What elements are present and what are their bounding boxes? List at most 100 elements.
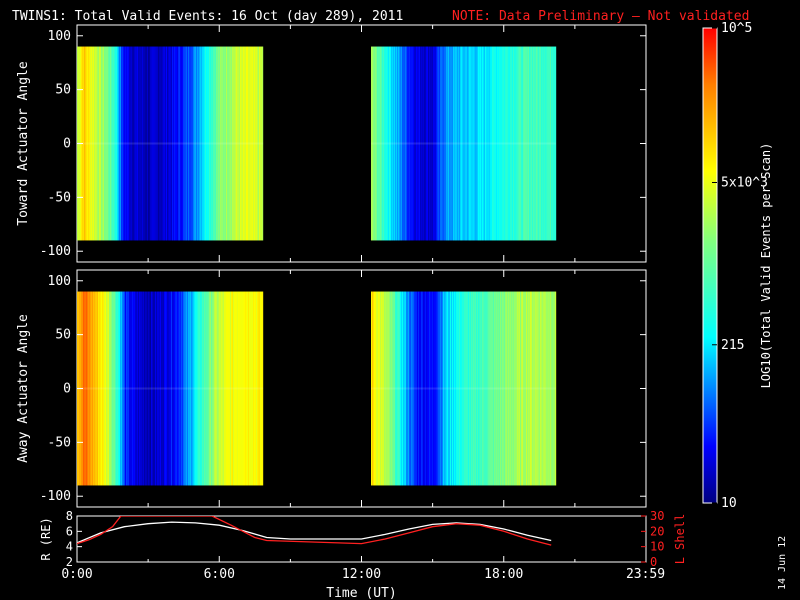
heat-stripe	[164, 291, 166, 486]
heat-stripe	[540, 291, 542, 486]
heat-stripe	[456, 291, 458, 486]
heat-stripe	[505, 46, 507, 241]
heat-stripe	[381, 291, 383, 486]
colorbar-band	[703, 368, 717, 370]
heat-stripe	[250, 291, 252, 486]
heat-stripe	[555, 46, 557, 241]
colorbar-band	[703, 317, 717, 319]
colorbar-band	[703, 250, 717, 252]
colorbar-band	[703, 415, 717, 417]
colorbar-band	[703, 77, 717, 79]
heat-stripe	[179, 46, 181, 241]
heat-stripe	[219, 291, 221, 486]
heat-stripe	[496, 46, 498, 241]
colorbar-band	[703, 154, 717, 156]
heat-stripe	[154, 46, 156, 241]
colorbar-band	[703, 330, 717, 332]
colorbar-band	[703, 166, 717, 168]
colorbar-band	[703, 302, 717, 304]
heat-stripe	[174, 291, 176, 486]
heat-stripe	[148, 46, 150, 241]
colorbar-band	[703, 215, 717, 217]
colorbar-band	[703, 94, 717, 96]
colorbar-band	[703, 291, 717, 293]
heat-stripe	[238, 291, 240, 486]
heat-stripe	[432, 46, 434, 241]
heat-stripe	[439, 291, 441, 486]
colorbar-band	[703, 328, 717, 330]
heat-stripe	[216, 291, 218, 486]
heat-stripe	[136, 46, 138, 241]
heat-stripe	[204, 46, 206, 241]
colorbar-band	[703, 256, 717, 258]
heat-stripe	[421, 46, 423, 241]
heat-stripe	[460, 46, 462, 241]
colorbar-band	[703, 114, 717, 116]
colorbar-band	[703, 489, 717, 491]
colorbar-band	[703, 227, 717, 229]
heat-stripe	[176, 291, 178, 486]
heat-stripe	[105, 291, 107, 486]
heat-stripe	[499, 291, 501, 486]
colorbar-band	[703, 73, 717, 75]
heat-stripe	[507, 291, 509, 486]
heat-stripe	[186, 46, 188, 241]
colorbar-frame	[702, 27, 718, 504]
heat-stripe	[447, 46, 449, 241]
colorbar-band	[703, 90, 717, 92]
colorbar-band	[703, 446, 717, 448]
heat-stripe	[173, 46, 175, 241]
heat-stripe	[226, 291, 228, 486]
heat-stripe	[149, 46, 151, 241]
colorbar-band	[703, 479, 717, 481]
y-tick-label: -100	[40, 489, 71, 504]
heat-stripe	[166, 46, 168, 241]
x-axis-label: Time (UT)	[326, 586, 396, 600]
heat-stripe	[406, 46, 408, 241]
colorbar-band	[703, 384, 717, 386]
colorbar-band	[703, 245, 717, 247]
colorbar-band	[703, 499, 717, 501]
heat-stripe	[249, 291, 251, 486]
heat-stripe	[402, 46, 404, 241]
heat-stripe	[225, 291, 227, 486]
colorbar-band	[703, 137, 717, 139]
heat-stripe	[541, 291, 543, 486]
heat-stripe	[124, 46, 126, 241]
colorbar-band	[703, 80, 717, 82]
colorbar-band	[703, 99, 717, 101]
colorbar-band	[703, 93, 717, 95]
heat-stripe	[437, 291, 439, 486]
heat-stripe	[106, 46, 108, 241]
heat-stripe	[424, 46, 426, 241]
colorbar-band	[703, 373, 717, 375]
heat-stripe	[551, 46, 553, 241]
colorbar-band	[703, 28, 717, 30]
heat-stripe	[371, 291, 373, 486]
heat-stripe	[98, 46, 100, 241]
heat-stripe	[372, 291, 374, 486]
colorbar-band	[703, 113, 717, 115]
colorbar-band	[703, 178, 717, 180]
colorbar-band	[703, 233, 717, 235]
heat-stripe	[97, 291, 99, 486]
colorbar-band	[703, 445, 717, 447]
heat-stripe	[519, 46, 521, 241]
heat-stripe	[412, 291, 414, 486]
heat-stripe	[443, 46, 445, 241]
heat-stripe	[547, 46, 549, 241]
colorbar-band	[703, 174, 717, 176]
heat-stripe	[433, 46, 435, 241]
heat-stripe	[444, 46, 446, 241]
y-axis-label: Toward Actuator Angle	[16, 61, 31, 226]
heat-stripe	[511, 46, 513, 241]
colorbar-band	[703, 279, 717, 281]
heat-stripe	[459, 291, 461, 486]
colorbar-band	[703, 468, 717, 470]
heat-stripe	[213, 291, 215, 486]
colorbar-band	[703, 301, 717, 303]
colorbar-band	[703, 424, 717, 426]
heat-stripe	[520, 291, 522, 486]
colorbar-band	[703, 376, 717, 378]
colorbar-band	[703, 474, 717, 476]
